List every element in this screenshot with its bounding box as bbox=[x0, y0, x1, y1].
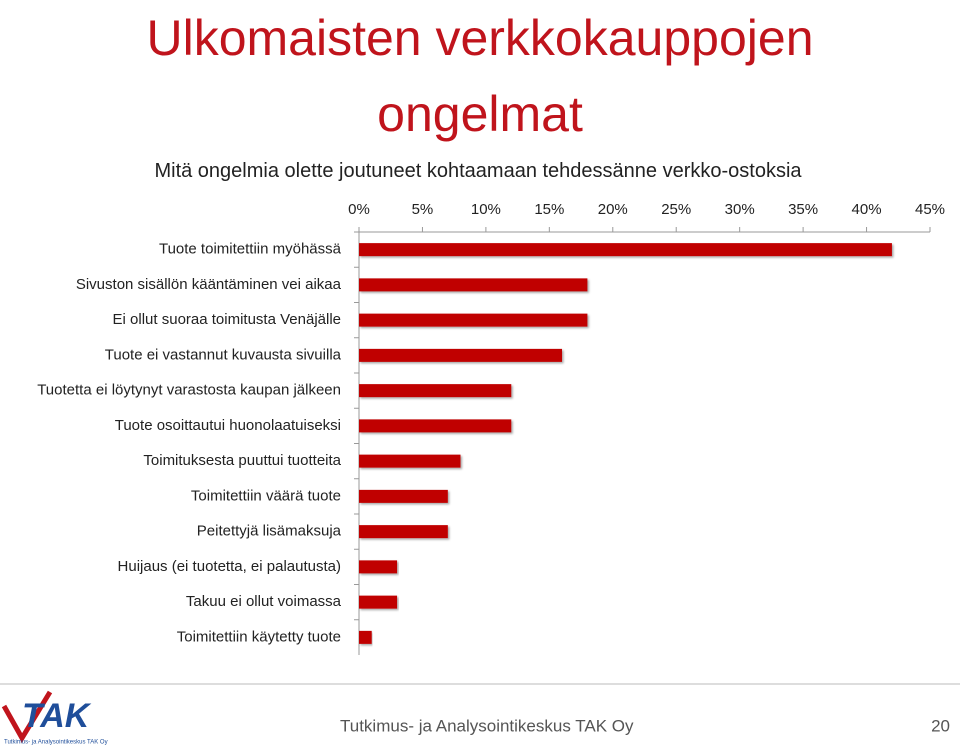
x-tick-label: 20% bbox=[598, 201, 628, 218]
y-tick-label: Toimituksesta puuttui tuotteita bbox=[143, 452, 341, 469]
bar bbox=[359, 454, 461, 468]
logo-caption: Tutkimus- ja Analysointikeskus TAK Oy bbox=[4, 740, 108, 746]
x-tick-label: 35% bbox=[788, 201, 818, 218]
bar bbox=[359, 560, 398, 574]
logo: TAK Tutkimus- ja Analysointikeskus TAK O… bbox=[1, 690, 108, 746]
chart-subtitle: Mitä ongelmia olette joutuneet kohtaamaa… bbox=[154, 160, 802, 182]
bar bbox=[359, 630, 372, 644]
x-tick-label: 5% bbox=[412, 201, 434, 218]
y-tick-label: Peitettyjä lisämaksuja bbox=[197, 523, 342, 540]
bar bbox=[359, 384, 512, 398]
logo-check bbox=[1, 690, 53, 743]
x-tick-label: 45% bbox=[915, 201, 945, 218]
y-tick-label: Toimitettiin väärä tuote bbox=[191, 487, 341, 504]
y-tick-label: Ei ollut suoraa toimitusta Venäjälle bbox=[113, 311, 341, 328]
y-tick-label: Tuote toimitettiin myöhässä bbox=[159, 241, 342, 258]
y-tick-label: Tuote ei vastannut kuvausta sivuilla bbox=[105, 346, 342, 363]
bar bbox=[359, 243, 892, 257]
bar bbox=[359, 348, 563, 362]
logo-text: TAK bbox=[22, 697, 92, 735]
bar bbox=[359, 419, 512, 433]
bar bbox=[359, 313, 588, 327]
y-tick-label: Tuote osoittautui huonolaatuiseksi bbox=[115, 417, 341, 434]
y-tick-label: Takuu ei ollut voimassa bbox=[186, 593, 342, 610]
page-number: 20 bbox=[931, 716, 950, 735]
x-tick-label: 25% bbox=[661, 201, 691, 218]
y-tick-label: Huijaus (ei tuotetta, ei palautusta) bbox=[118, 558, 341, 575]
x-tick-label: 30% bbox=[725, 201, 755, 218]
slide-title: Ulkomaisten verkkokauppojen ongelmat bbox=[146, 10, 814, 142]
x-tick-label: 10% bbox=[471, 201, 501, 218]
y-tick-label: Tuotetta ei löytynyt varastosta kaupan j… bbox=[37, 382, 341, 399]
bar bbox=[359, 595, 398, 609]
y-tick-label: Toimitettiin käytetty tuote bbox=[177, 628, 341, 645]
bar bbox=[359, 278, 588, 292]
x-tick-label: 40% bbox=[852, 201, 882, 218]
bar bbox=[359, 525, 448, 539]
x-tick-label: 15% bbox=[534, 201, 564, 218]
footer-text: Tutkimus- ja Analysointikeskus TAK Oy bbox=[340, 716, 634, 735]
x-tick-label: 0% bbox=[348, 201, 370, 218]
bar bbox=[359, 489, 448, 503]
y-tick-label: Sivuston sisällön kääntäminen vei aikaa bbox=[76, 276, 342, 293]
